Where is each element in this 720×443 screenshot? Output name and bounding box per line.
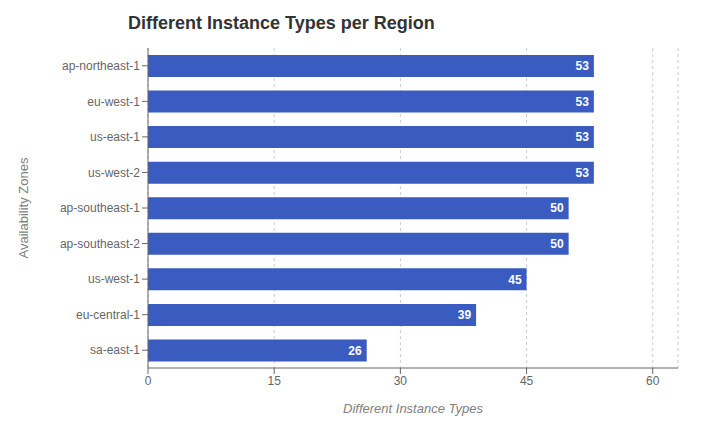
svg-text:30: 30 — [394, 374, 408, 388]
svg-text:ap-northeast-1: ap-northeast-1 — [62, 59, 140, 73]
svg-text:0: 0 — [145, 374, 152, 388]
svg-text:53: 53 — [576, 166, 590, 180]
svg-text:Availability Zones: Availability Zones — [16, 157, 31, 258]
html-text:Different Instance Types per R: Different Instance Types per Region — [128, 13, 435, 33]
svg-text:39: 39 — [458, 308, 472, 322]
svg-text:50: 50 — [550, 201, 564, 215]
svg-text:us-east-1: us-east-1 — [90, 130, 140, 144]
svg-text:45: 45 — [508, 273, 522, 287]
svg-text:53: 53 — [576, 130, 590, 144]
svg-text:eu-west-1: eu-west-1 — [87, 95, 140, 109]
svg-text:50: 50 — [550, 237, 564, 251]
svg-text:sa-east-1: sa-east-1 — [90, 343, 140, 357]
svg-text:26: 26 — [348, 344, 362, 358]
svg-text:us-west-2: us-west-2 — [88, 166, 140, 180]
svg-text:Different Instance Types: Different Instance Types — [343, 401, 483, 416]
svg-text:us-west-1: us-west-1 — [88, 272, 140, 286]
svg-text:53: 53 — [576, 59, 590, 73]
svg-text:60: 60 — [646, 374, 660, 388]
svg-text:15: 15 — [268, 374, 282, 388]
svg-text:ap-southeast-1: ap-southeast-1 — [60, 201, 140, 215]
svg-text:53: 53 — [576, 95, 590, 109]
svg-text:45: 45 — [520, 374, 534, 388]
svg-text:eu-central-1: eu-central-1 — [76, 308, 140, 322]
svg-text:ap-southeast-2: ap-southeast-2 — [60, 237, 140, 251]
